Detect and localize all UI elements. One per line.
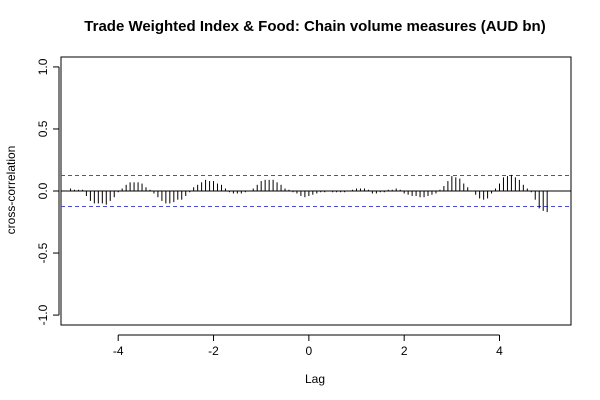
plot-area <box>60 56 572 326</box>
y-axis-label: cross-correlation <box>4 146 18 235</box>
chart-title: Trade Weighted Index & Food: Chain volum… <box>84 18 545 35</box>
y-tick-label: 0.0 <box>36 182 50 199</box>
y-axis: -1.0 -0.5 0.0 0.5 1.0 <box>36 58 60 325</box>
y-tick-label: -0.5 <box>36 242 50 263</box>
x-tick-label: 0 <box>306 344 313 358</box>
y-tick-label: 0.5 <box>36 120 50 137</box>
x-axis-label: Lag <box>305 372 325 386</box>
x-tick-label: -4 <box>113 344 124 358</box>
x-tick-label: -2 <box>208 344 219 358</box>
x-axis: -4 -2 0 2 4 <box>113 334 503 358</box>
y-tick-label: -1.0 <box>36 304 50 325</box>
x-tick-label: 2 <box>401 344 408 358</box>
y-tick-label: 1.0 <box>36 58 50 75</box>
x-tick-label: 4 <box>496 344 503 358</box>
